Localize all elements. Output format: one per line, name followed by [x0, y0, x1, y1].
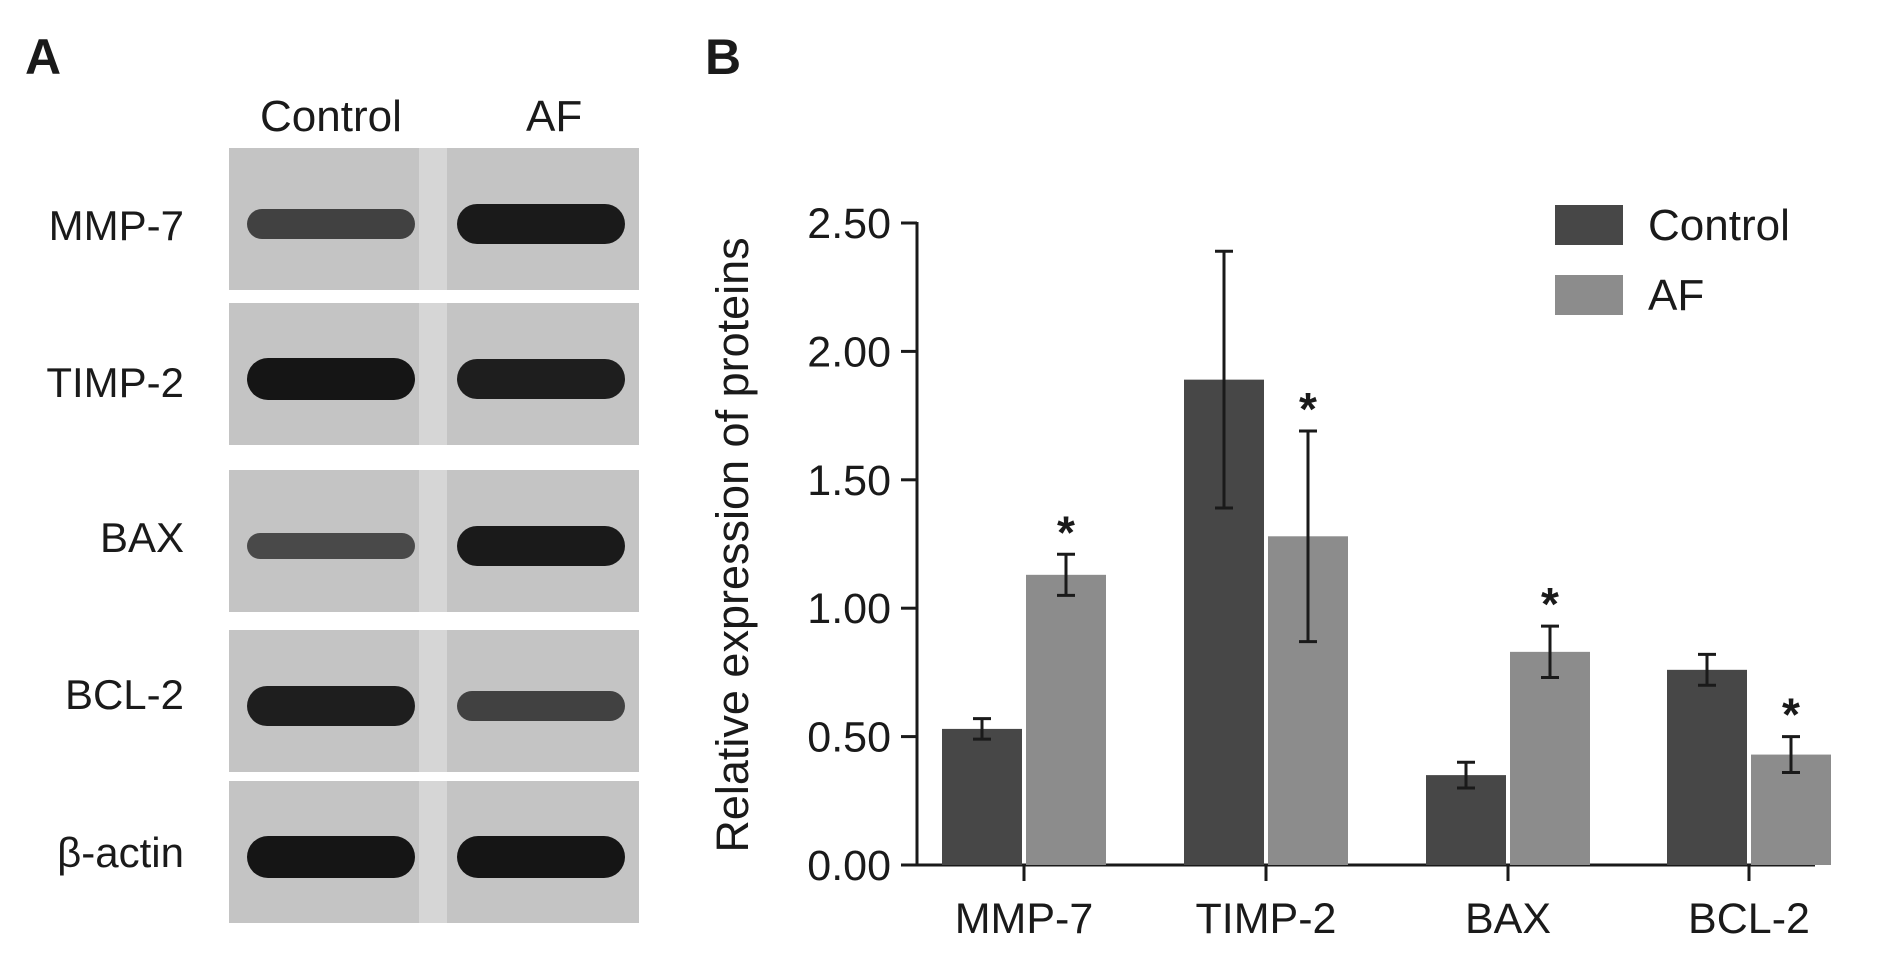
band-control — [247, 209, 415, 239]
y-tick-label: 2.50 — [807, 200, 891, 248]
y-axis-title: Relative expression of proteins — [707, 237, 758, 852]
bar-control-bax — [1426, 775, 1506, 865]
band-af — [457, 203, 625, 245]
y-tick-label: 0.00 — [807, 842, 891, 890]
x-tick-label: BCL-2 — [1688, 895, 1810, 943]
significance-marker: * — [1057, 506, 1075, 558]
x-tick-label: MMP-7 — [955, 895, 1094, 943]
lane-label-af: AF — [526, 92, 583, 141]
x-tick-label: TIMP-2 — [1196, 895, 1337, 943]
lane-separator — [419, 470, 447, 612]
lane-separator — [419, 630, 447, 772]
bar-control-mmp-7 — [942, 728, 1022, 865]
blot-strip — [229, 630, 639, 772]
legend-swatch-af — [1555, 275, 1623, 315]
y-tick-label: 0.50 — [807, 714, 891, 762]
band-af — [457, 836, 625, 878]
bar-af-mmp-7 — [1026, 574, 1106, 865]
band-control — [247, 358, 415, 400]
blot-row-label: BAX — [99, 514, 184, 561]
blot-row-label: TIMP-2 — [46, 359, 184, 406]
blot-strip — [229, 470, 639, 612]
panel-a-letter: A — [25, 29, 62, 85]
lane-separator — [419, 303, 447, 445]
legend-swatch-control — [1555, 205, 1623, 245]
band-control — [247, 532, 415, 560]
blot-strip — [229, 148, 639, 290]
blot-row-label: BCL-2 — [64, 671, 184, 718]
blot-row-label: MMP-7 — [48, 202, 184, 249]
band-control — [247, 686, 415, 726]
panel-b-letter: B — [705, 29, 742, 85]
significance-marker: * — [1299, 383, 1317, 435]
blot-strip — [229, 303, 639, 445]
y-tick-label: 1.50 — [807, 457, 891, 505]
lane-separator — [419, 148, 447, 290]
blot-row-label: β-actin — [57, 829, 184, 876]
bar-af-bax — [1510, 651, 1590, 865]
x-tick-label: BAX — [1465, 895, 1551, 943]
band-af — [457, 525, 625, 567]
lane-label-control: Control — [260, 92, 402, 141]
band-af — [457, 359, 625, 399]
band-af — [457, 691, 625, 721]
lane-separator — [419, 781, 447, 923]
band-control — [247, 836, 415, 878]
legend-label-control: Control — [1648, 201, 1790, 250]
significance-marker: * — [1541, 578, 1559, 630]
legend-label-af: AF — [1648, 271, 1704, 320]
y-tick-label: 1.00 — [807, 585, 891, 633]
significance-marker: * — [1782, 689, 1800, 741]
y-tick-label: 2.00 — [807, 328, 891, 376]
blot-strip — [229, 781, 639, 923]
bar-control-bcl-2 — [1667, 669, 1747, 865]
